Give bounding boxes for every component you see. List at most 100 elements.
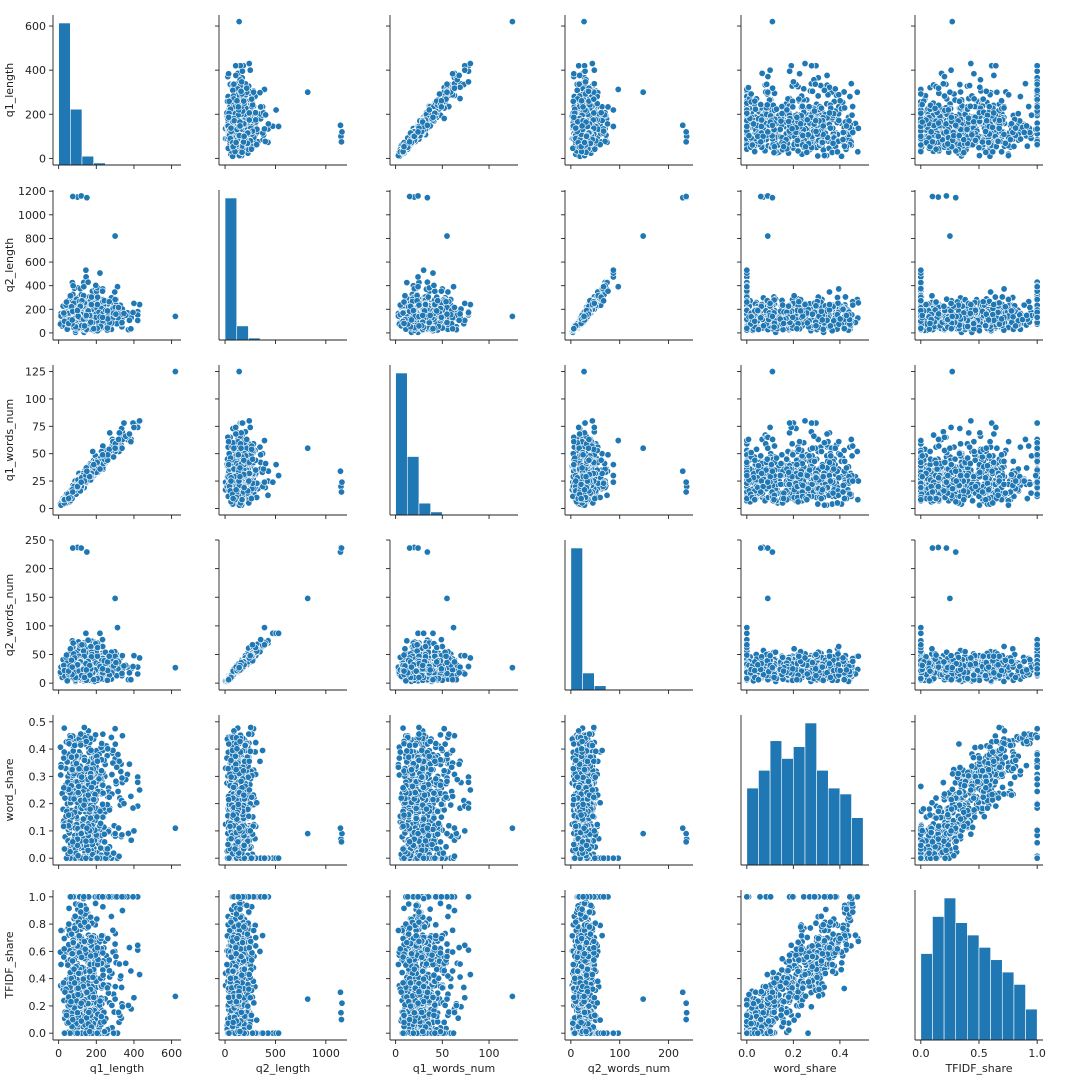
scatter-point: [748, 91, 754, 97]
scatter-point: [1022, 80, 1028, 86]
scatter-point: [451, 85, 457, 91]
scatter-point: [238, 79, 244, 85]
scatter-point: [225, 71, 231, 77]
scatter-point: [246, 110, 252, 116]
scatter-point: [806, 103, 812, 109]
scatter-point: [509, 18, 515, 24]
scatter-point: [457, 311, 463, 317]
scatter-point: [104, 308, 110, 314]
y-tick-label: 400: [25, 64, 46, 77]
y-tick-label: 1000: [18, 209, 46, 222]
scatter-point: [253, 141, 259, 147]
scatter-point: [944, 141, 950, 147]
scatter-point: [935, 133, 941, 139]
scatter-point: [956, 98, 962, 104]
scatter-point: [785, 118, 791, 124]
scatter-point: [918, 110, 924, 116]
scatter-point: [84, 194, 90, 200]
scatter-point: [979, 139, 985, 145]
scatter-point: [104, 325, 110, 331]
panel-q2_length-vs-q2_length: [219, 190, 347, 344]
scatter-point: [233, 139, 239, 145]
y-tick-label: 600: [25, 20, 46, 33]
scatter-point: [424, 279, 430, 285]
scatter-point: [248, 96, 254, 102]
scatter-point: [815, 93, 821, 99]
y-tick-label: 200: [25, 303, 46, 316]
scatter-point: [918, 91, 924, 97]
scatter-point: [83, 312, 89, 318]
scatter-point: [582, 68, 588, 74]
scatter-point: [750, 121, 756, 127]
scatter-point: [995, 138, 1001, 144]
scatter-point: [932, 105, 938, 111]
scatter-point: [74, 307, 80, 313]
scatter-point: [88, 294, 94, 300]
scatter-point: [790, 79, 796, 85]
scatter-points: [569, 193, 690, 336]
scatter-points: [744, 18, 862, 159]
y-tick-label: 200: [25, 108, 46, 121]
scatter-point: [796, 96, 802, 102]
scatter-point: [467, 301, 473, 307]
scatter-point: [849, 112, 855, 118]
scatter-point: [246, 117, 252, 123]
scatter-point: [427, 312, 433, 318]
scatter-points: [569, 18, 690, 159]
scatter-point: [415, 129, 421, 135]
scatter-point: [119, 319, 125, 325]
scatter-point: [232, 63, 238, 69]
scatter-point: [683, 139, 689, 145]
scatter-point: [640, 89, 646, 95]
scatter-point: [81, 323, 87, 329]
scatter-point: [841, 143, 847, 149]
scatter-point: [799, 103, 805, 109]
scatter-point: [758, 101, 764, 107]
scatter-point: [1011, 143, 1017, 149]
scatter-point: [415, 193, 421, 199]
scatter-point: [431, 282, 437, 288]
scatter-point: [751, 148, 757, 154]
scatter-point: [425, 294, 431, 300]
scatter-point: [434, 297, 440, 303]
scatter-point: [438, 314, 444, 320]
scatter-point: [236, 18, 242, 24]
hist-bar: [59, 23, 71, 165]
scatter-point: [918, 148, 924, 154]
scatter-point: [239, 68, 245, 74]
scatter-point: [571, 71, 577, 77]
scatter-point: [112, 233, 118, 239]
scatter-point: [933, 146, 939, 152]
scatter-point: [615, 284, 621, 290]
scatter-point: [424, 194, 430, 200]
scatter-point: [131, 300, 137, 306]
scatter-point: [752, 106, 758, 112]
scatter-point: [97, 270, 103, 276]
scatter-point: [99, 288, 105, 294]
scatter-point: [247, 67, 253, 73]
scatter-point: [241, 133, 247, 139]
scatter-point: [744, 123, 750, 129]
scatter-point: [416, 302, 422, 308]
scatter-point: [339, 129, 345, 135]
scatter-point: [1005, 152, 1011, 158]
scatter-point: [402, 293, 408, 299]
scatter-point: [1034, 120, 1040, 126]
scatter-point: [444, 89, 450, 95]
scatter-point: [83, 267, 89, 273]
scatter-point: [941, 93, 947, 99]
y-axis-label: q2_length: [3, 238, 16, 293]
scatter-point: [457, 95, 463, 101]
scatter-point: [758, 139, 764, 145]
scatter-point: [961, 149, 967, 155]
scatter-point: [855, 149, 861, 155]
scatter-point: [610, 107, 616, 113]
scatter-point: [812, 81, 818, 87]
scatter-point: [462, 67, 468, 73]
panel-q1_length-vs-q2_words_num: [561, 15, 693, 169]
scatter-point: [581, 18, 587, 24]
scatter-point: [462, 300, 468, 306]
scatter-point: [840, 136, 846, 142]
scatter-point: [752, 98, 758, 104]
